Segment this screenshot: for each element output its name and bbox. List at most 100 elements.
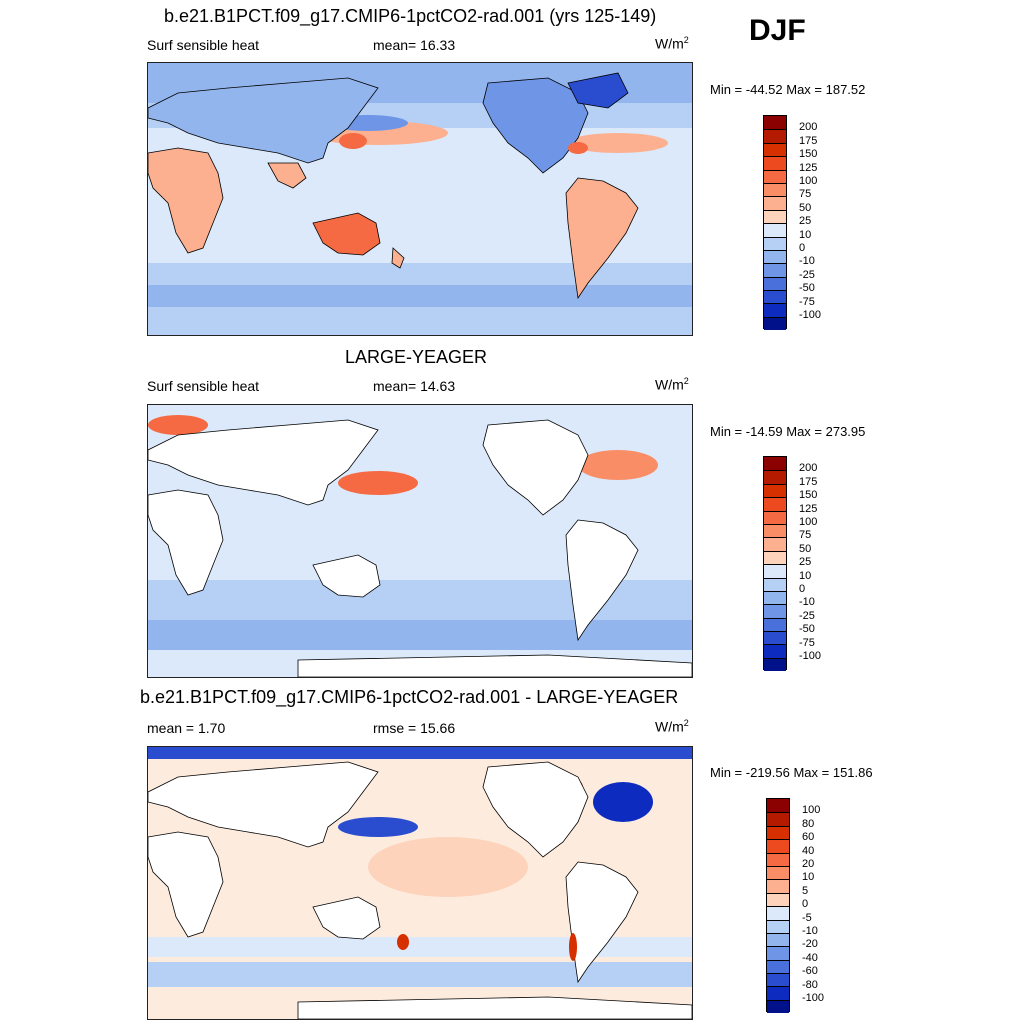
colorbar-swatch <box>767 799 789 813</box>
colorbar-swatch <box>767 986 789 1000</box>
colorbar-swatch <box>767 906 789 920</box>
colorbar-swatch <box>764 276 786 291</box>
ocean-bands <box>148 747 692 987</box>
colorbar-tick-label: -50 <box>799 623 815 636</box>
panel-3-map-svg <box>148 747 692 1019</box>
colorbar-tick-label: 10 <box>802 871 815 884</box>
panel-1-units: W/m2 <box>655 35 689 52</box>
colorbar-tick-label: -50 <box>799 282 815 295</box>
colorbar-tick-label: 25 <box>799 215 812 228</box>
coastal-hotspots <box>397 933 577 961</box>
panel-1-map <box>147 62 693 336</box>
season-label: DJF <box>749 14 806 47</box>
colorbar-swatch <box>764 156 786 170</box>
colorbar-tick-label: -75 <box>799 636 815 649</box>
colorbar-tick-label: -40 <box>802 951 818 964</box>
colorbar-tick-label: 100 <box>799 516 818 528</box>
colorbar-swatch <box>764 116 786 130</box>
land <box>148 419 692 677</box>
colorbar-tick-label: 0 <box>799 583 806 595</box>
colorbar-swatch <box>764 236 786 250</box>
land <box>148 761 692 1019</box>
colorbar-tick-label: -25 <box>799 609 815 622</box>
colorbar-swatch <box>764 290 786 304</box>
panel-1-variable-label: Surf sensible heat <box>147 37 260 53</box>
colorbar-swatch <box>767 919 789 933</box>
colorbar-tick-label: 150 <box>799 148 818 161</box>
panel-3-title: b.e21.B1PCT.f09_g17.CMIP6-1pctCO2-rad.00… <box>140 687 679 707</box>
panel-3-colorbar-box <box>766 798 790 1014</box>
panel-2-minmax: Min = -14.59 Max = 273.95 <box>710 424 866 439</box>
colorbar-tick-label: -25 <box>799 268 815 281</box>
colorbar-swatch <box>764 497 786 511</box>
colorbar-swatch <box>764 577 786 591</box>
colorbar-tick-label: -100 <box>799 309 822 321</box>
colorbar-tick-label: 75 <box>799 529 812 542</box>
panel-2-colorbar: 200 175 150 125 100 75 50 25 10 0 -10 -25 -50 -75 -100 <box>763 456 821 672</box>
colorbar-tick-label: 50 <box>799 201 812 214</box>
colorbar-swatch <box>764 590 786 605</box>
panel-1-colorbar: 200 175 150 125 100 75 50 25 10 0 -10 -25 -50 -75 -100 <box>763 115 821 331</box>
colorbar-swatch <box>764 457 786 471</box>
colorbar-tick-label: 50 <box>799 542 812 555</box>
colorbar-swatch <box>764 631 786 645</box>
colorbar-swatch <box>764 657 786 672</box>
panel-3-map <box>147 746 693 1020</box>
colorbar-tick-label: 10 <box>799 228 812 241</box>
panel-2-map <box>147 404 693 678</box>
panel-2-units: W/m2 <box>655 376 689 393</box>
colorbar-swatch <box>767 959 789 974</box>
land <box>148 72 639 300</box>
colorbar-tick-label: -60 <box>802 965 818 978</box>
colorbar-tick-label: 60 <box>802 831 815 844</box>
colorbar-tick-label: 100 <box>799 175 818 187</box>
colorbar-swatch <box>764 196 786 210</box>
colorbar-swatch <box>767 865 789 880</box>
colorbar-swatch <box>767 999 789 1014</box>
hotspots <box>339 133 588 154</box>
colorbar-tick-label: 0 <box>802 898 809 911</box>
panel-3-rmse-label: rmse = 15.66 <box>373 720 456 736</box>
colorbar-tick-label: -80 <box>802 978 818 991</box>
colorbar-tick-label: 80 <box>802 817 815 830</box>
colorbar-tick-label: 175 <box>799 134 818 147</box>
colorbar-swatch <box>767 825 789 840</box>
colorbar-swatch <box>764 470 786 484</box>
colorbar-swatch <box>767 946 789 960</box>
colorbar-tick-label: 40 <box>802 844 815 857</box>
colorbar-tick-label: -100 <box>799 650 822 662</box>
panel-3-minmax: Min = -219.56 Max = 151.86 <box>710 765 873 780</box>
colorbar-tick-label: 200 <box>799 121 818 134</box>
colorbar-tick-label: 0 <box>799 242 806 254</box>
panel-2-variable-label: Surf sensible heat <box>147 378 260 394</box>
colorbar-tick-label: 150 <box>799 489 818 502</box>
colorbar-tick-label: 200 <box>799 462 818 475</box>
panel-2-colorbar-box <box>763 456 787 672</box>
colorbar-swatch <box>767 892 789 907</box>
colorbar-tick-label: 75 <box>799 188 812 201</box>
colorbar-swatch <box>764 209 786 224</box>
colorbar-tick-label: -10 <box>799 596 815 609</box>
colorbar-swatch <box>764 129 786 143</box>
colorbar-tick-label: -20 <box>802 938 818 951</box>
colorbar-swatch <box>764 142 786 157</box>
colorbar-tick-label: 10 <box>799 569 812 582</box>
colorbar-tick-label: -10 <box>799 255 815 268</box>
colorbar-tick-label: 100 <box>802 804 821 817</box>
colorbar-swatch <box>767 812 789 826</box>
colorbar-tick-label: -75 <box>799 295 815 308</box>
colorbar-swatch <box>764 564 786 578</box>
panel-2-title: LARGE-YEAGER <box>345 347 488 367</box>
panel-1-minmax: Min = -44.52 Max = 187.52 <box>710 82 866 97</box>
colorbar-swatch <box>764 537 786 551</box>
colorbar-swatch <box>767 973 789 987</box>
colorbar-tick-label: 175 <box>799 475 818 488</box>
panel-2-map-svg <box>148 405 692 677</box>
panel-1-colorbar-box <box>763 115 787 331</box>
panel-2-mean-label: mean= 14.63 <box>373 378 456 394</box>
colorbar-swatch <box>764 316 786 331</box>
colorbar-swatch <box>764 263 786 277</box>
colorbar-swatch <box>764 550 786 565</box>
colorbar-swatch <box>764 303 786 317</box>
colorbar-swatch <box>764 483 786 498</box>
